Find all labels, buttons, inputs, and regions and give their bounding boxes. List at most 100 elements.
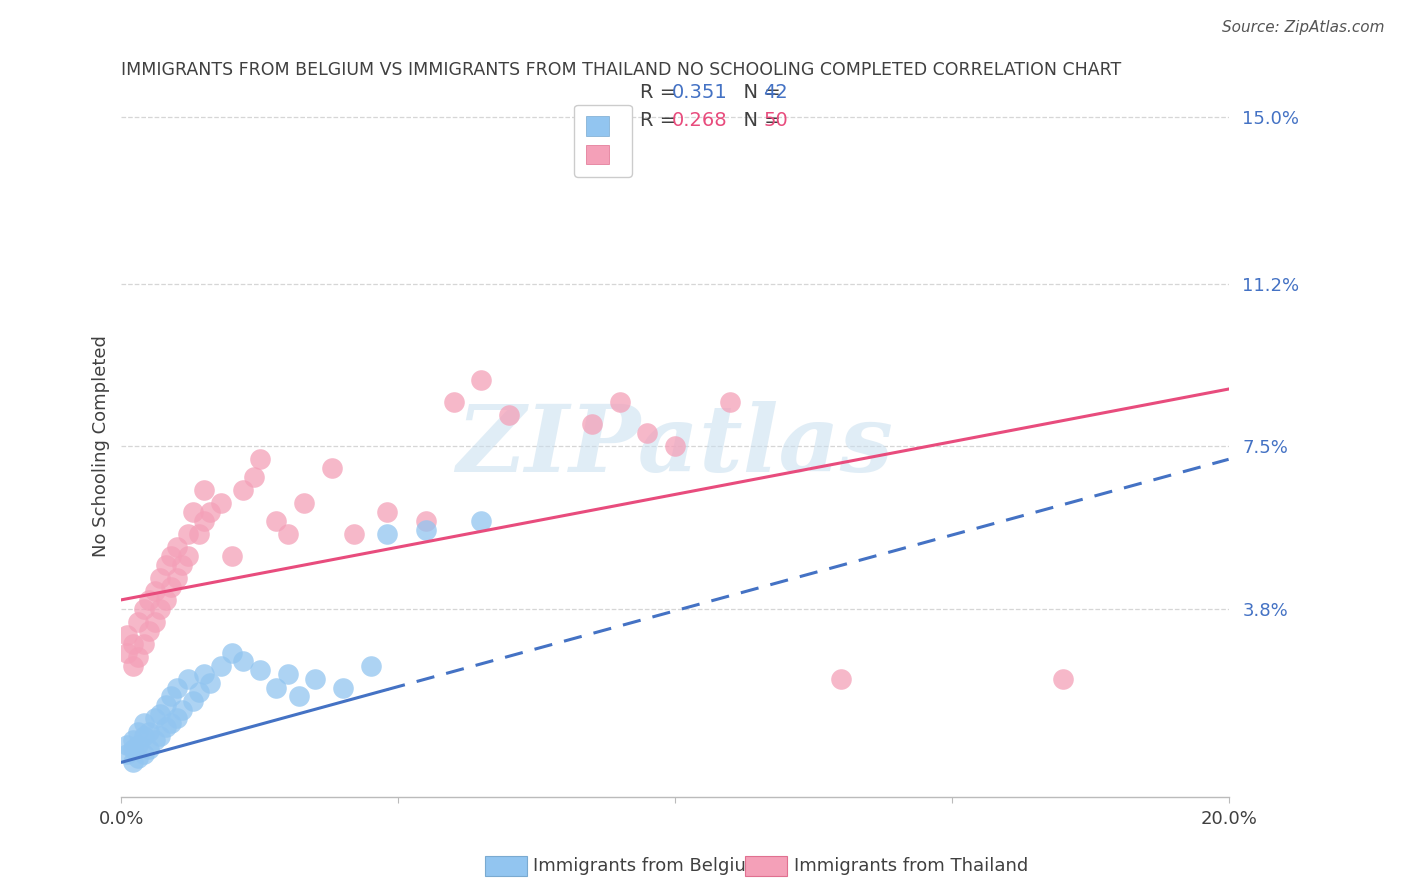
Point bbox=[636, 425, 658, 440]
Point bbox=[187, 527, 209, 541]
Point bbox=[149, 571, 172, 585]
Point bbox=[143, 615, 166, 629]
Point bbox=[132, 637, 155, 651]
Point bbox=[343, 527, 366, 541]
Point bbox=[115, 747, 138, 761]
Point bbox=[138, 624, 160, 638]
Point bbox=[132, 729, 155, 743]
Point bbox=[155, 698, 177, 713]
Point bbox=[115, 738, 138, 752]
Point bbox=[143, 711, 166, 725]
Point bbox=[581, 417, 603, 432]
Point bbox=[143, 584, 166, 599]
Point bbox=[443, 395, 465, 409]
Point bbox=[143, 733, 166, 747]
Point bbox=[304, 672, 326, 686]
Point bbox=[127, 751, 149, 765]
Point bbox=[249, 663, 271, 677]
Text: Immigrants from Thailand: Immigrants from Thailand bbox=[794, 857, 1029, 875]
Legend: , : , bbox=[574, 104, 633, 177]
Point bbox=[149, 601, 172, 615]
Point bbox=[172, 703, 194, 717]
Text: 50: 50 bbox=[763, 111, 789, 130]
Point bbox=[160, 580, 183, 594]
Point bbox=[177, 672, 200, 686]
Point bbox=[287, 690, 309, 704]
Point bbox=[609, 395, 631, 409]
Point bbox=[292, 496, 315, 510]
Point bbox=[138, 592, 160, 607]
Point bbox=[360, 658, 382, 673]
Point bbox=[149, 706, 172, 721]
Point bbox=[375, 505, 398, 519]
Point bbox=[198, 505, 221, 519]
Point bbox=[209, 658, 232, 673]
Point bbox=[193, 514, 215, 528]
Text: 0.268: 0.268 bbox=[672, 111, 728, 130]
Point bbox=[266, 514, 288, 528]
Point bbox=[138, 742, 160, 756]
Point bbox=[321, 461, 343, 475]
Point bbox=[187, 685, 209, 699]
Point bbox=[160, 715, 183, 730]
Point bbox=[221, 646, 243, 660]
Text: R =: R = bbox=[640, 83, 682, 103]
Point bbox=[127, 738, 149, 752]
Point bbox=[198, 676, 221, 690]
Text: ZIPatlas: ZIPatlas bbox=[457, 401, 894, 491]
Point bbox=[183, 694, 205, 708]
Point bbox=[127, 649, 149, 664]
Point bbox=[127, 724, 149, 739]
Point bbox=[132, 601, 155, 615]
Point bbox=[266, 681, 288, 695]
Point bbox=[121, 637, 143, 651]
Point bbox=[121, 658, 143, 673]
Point bbox=[1052, 672, 1074, 686]
Point bbox=[160, 690, 183, 704]
Point bbox=[470, 514, 492, 528]
Point bbox=[498, 409, 520, 423]
Point bbox=[121, 756, 143, 770]
Text: Immigrants from Belgium: Immigrants from Belgium bbox=[533, 857, 763, 875]
Point bbox=[249, 452, 271, 467]
Point bbox=[121, 733, 143, 747]
Point bbox=[470, 373, 492, 387]
Point bbox=[415, 514, 437, 528]
Text: IMMIGRANTS FROM BELGIUM VS IMMIGRANTS FROM THAILAND NO SCHOOLING COMPLETED CORRE: IMMIGRANTS FROM BELGIUM VS IMMIGRANTS FR… bbox=[121, 62, 1122, 79]
Point bbox=[718, 395, 741, 409]
Point bbox=[115, 628, 138, 642]
Point bbox=[232, 654, 254, 668]
Text: 0.351: 0.351 bbox=[672, 83, 728, 103]
Point bbox=[155, 558, 177, 572]
Point bbox=[115, 646, 138, 660]
Point bbox=[138, 724, 160, 739]
Point bbox=[276, 527, 298, 541]
Point bbox=[183, 505, 205, 519]
Point bbox=[221, 549, 243, 563]
Point bbox=[155, 592, 177, 607]
Point bbox=[830, 672, 852, 686]
Point bbox=[193, 483, 215, 497]
Point bbox=[332, 681, 354, 695]
Point bbox=[172, 558, 194, 572]
Point bbox=[132, 715, 155, 730]
Point bbox=[193, 667, 215, 681]
Point bbox=[166, 540, 188, 554]
Point bbox=[149, 729, 172, 743]
Point bbox=[664, 439, 686, 453]
Text: 42: 42 bbox=[763, 83, 789, 103]
Text: N =: N = bbox=[731, 111, 787, 130]
Point bbox=[375, 527, 398, 541]
Point bbox=[415, 523, 437, 537]
Point bbox=[160, 549, 183, 563]
Point bbox=[243, 470, 266, 484]
Text: Source: ZipAtlas.com: Source: ZipAtlas.com bbox=[1222, 20, 1385, 35]
Text: N =: N = bbox=[731, 83, 787, 103]
Point bbox=[177, 549, 200, 563]
Y-axis label: No Schooling Completed: No Schooling Completed bbox=[93, 335, 110, 558]
Text: R =: R = bbox=[640, 111, 682, 130]
Point bbox=[166, 681, 188, 695]
Point bbox=[127, 615, 149, 629]
Point bbox=[276, 667, 298, 681]
Point bbox=[132, 747, 155, 761]
